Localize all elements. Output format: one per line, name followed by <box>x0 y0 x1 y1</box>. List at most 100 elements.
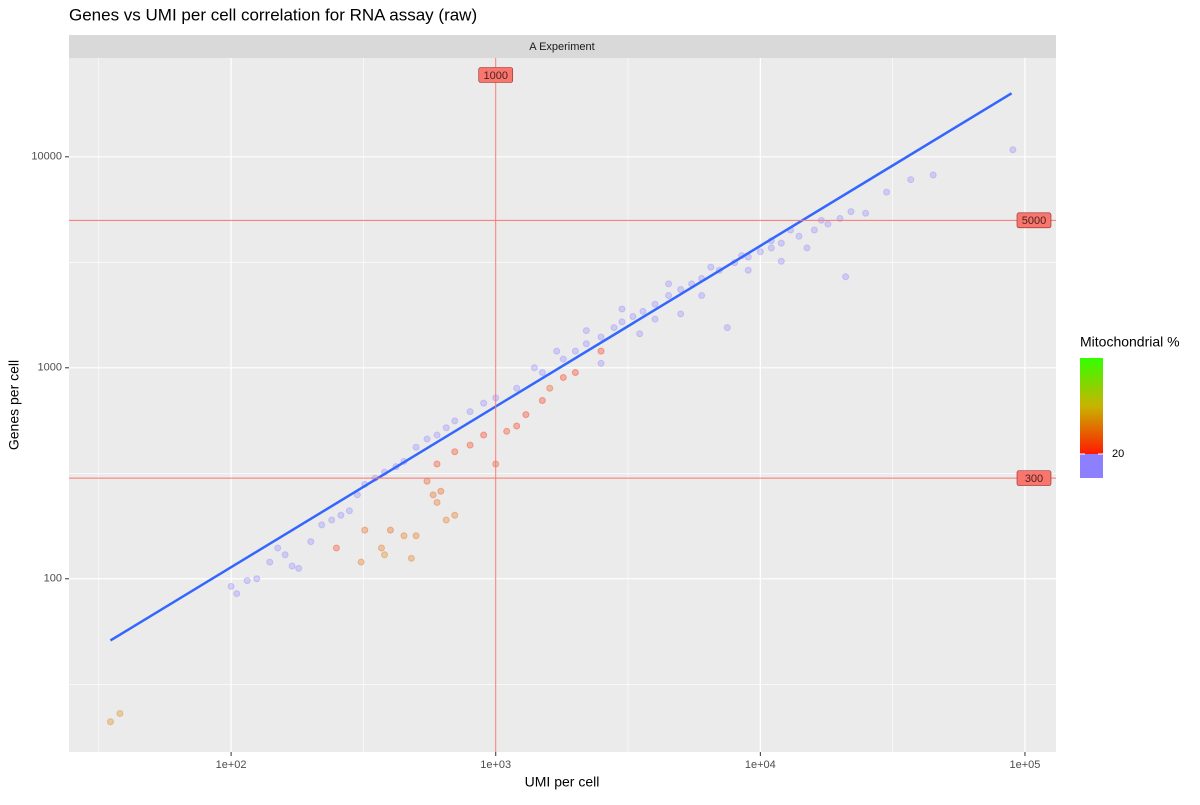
panel <box>69 58 1056 752</box>
point <box>466 441 474 449</box>
point <box>723 324 731 332</box>
point <box>337 511 345 519</box>
threshold-label-box <box>478 67 514 83</box>
facet-label: A Experiment <box>529 41 594 53</box>
point <box>707 263 715 271</box>
point <box>883 188 891 196</box>
point <box>636 330 644 338</box>
point <box>629 313 637 321</box>
point <box>522 411 530 419</box>
x-tick-label: 1e+04 <box>745 759 776 771</box>
colorbar-gradient <box>1080 358 1103 454</box>
y-axis-title: Genes per cell <box>6 360 22 450</box>
point <box>400 532 408 540</box>
point <box>274 544 282 552</box>
threshold-label: 1000 <box>483 70 507 82</box>
point <box>377 544 385 552</box>
threshold-label-box <box>1016 470 1052 486</box>
point <box>907 176 915 184</box>
point <box>597 359 605 367</box>
point <box>503 427 511 435</box>
point <box>597 333 605 341</box>
point <box>266 558 274 566</box>
point <box>433 498 441 506</box>
point <box>639 307 647 315</box>
point <box>571 368 579 376</box>
point <box>513 422 521 430</box>
point <box>756 248 764 256</box>
threshold-label-box <box>1016 212 1052 229</box>
point <box>106 718 114 726</box>
point <box>665 292 673 300</box>
point <box>480 431 488 439</box>
point <box>451 417 459 425</box>
point <box>810 226 818 234</box>
point <box>437 487 445 495</box>
point <box>116 709 124 717</box>
point <box>571 347 579 355</box>
point <box>777 239 785 247</box>
point <box>281 551 289 559</box>
facet-strip <box>69 35 1056 58</box>
point <box>538 396 546 404</box>
point <box>677 310 685 318</box>
point <box>665 280 673 288</box>
point <box>429 491 437 499</box>
point <box>1009 146 1017 154</box>
point <box>466 408 474 416</box>
point <box>777 257 785 265</box>
x-axis-title: UMI per cell <box>525 774 600 790</box>
point <box>546 384 554 392</box>
point <box>433 460 441 468</box>
colorbar-label: 20 <box>1112 448 1124 460</box>
point <box>513 384 521 392</box>
x-tick-label: 1e+05 <box>1010 759 1041 771</box>
point <box>582 327 590 335</box>
point <box>451 511 459 519</box>
chart-title: Genes vs UMI per cell correlation for RN… <box>69 5 477 24</box>
point <box>243 577 251 585</box>
point <box>433 431 441 439</box>
point <box>929 171 937 179</box>
point <box>361 526 369 534</box>
y-tick-label: 100 <box>44 573 62 585</box>
point <box>412 443 420 451</box>
point <box>553 347 561 355</box>
point <box>227 582 235 590</box>
point <box>824 220 832 228</box>
point <box>862 209 870 217</box>
point <box>328 516 336 524</box>
point <box>767 244 775 252</box>
point <box>386 526 394 534</box>
point <box>559 355 567 363</box>
point <box>842 273 850 281</box>
point <box>357 558 365 566</box>
y-tick-label: 1000 <box>38 362 62 374</box>
threshold-label: 300 <box>1025 473 1043 485</box>
point <box>538 368 546 376</box>
point <box>442 424 450 432</box>
point <box>345 507 353 515</box>
point <box>795 232 803 240</box>
point <box>407 554 415 562</box>
point <box>597 347 605 355</box>
point <box>610 324 618 332</box>
y-tick-label: 10000 <box>31 151 62 163</box>
point <box>307 538 315 546</box>
colorbar-low <box>1080 454 1103 478</box>
point <box>295 564 303 572</box>
point <box>698 292 706 300</box>
point <box>744 266 752 274</box>
point <box>480 399 488 407</box>
point <box>677 286 685 294</box>
point <box>233 590 241 598</box>
point <box>423 435 431 443</box>
point <box>530 364 538 372</box>
point <box>288 562 296 570</box>
point <box>618 318 626 326</box>
point <box>253 575 261 583</box>
point <box>442 516 450 524</box>
point <box>318 521 326 529</box>
point <box>412 532 420 540</box>
